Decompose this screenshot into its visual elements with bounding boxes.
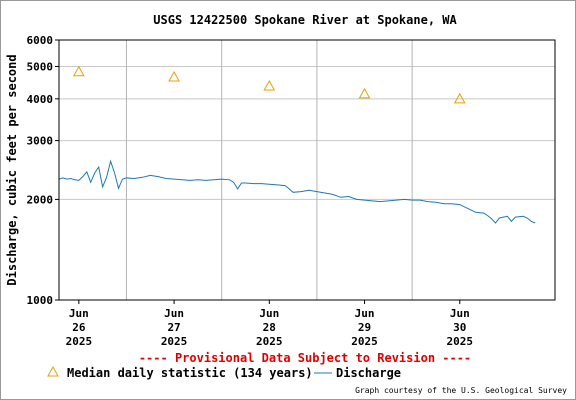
y-axis-label: Discharge, cubic feet per second — [5, 54, 19, 285]
legend: Median daily statistic (134 years) Disch… — [47, 365, 401, 380]
usgs-credit: Graph courtesy of the U.S. Geological Su… — [355, 386, 567, 395]
xtick-label: 27 — [167, 321, 180, 334]
xtick-label: 30 — [453, 321, 466, 334]
ytick-label: 2000 — [27, 193, 54, 206]
xtick-label: Jun — [355, 307, 375, 320]
median-triangle-marker — [453, 92, 466, 104]
xtick-label: 2025 — [447, 335, 474, 348]
median-series-markers — [72, 65, 466, 104]
ytick-label: 6000 — [27, 34, 54, 47]
plot-area — [59, 40, 555, 300]
legend-median-label: Median daily statistic (134 years) — [67, 366, 313, 380]
xtick-label: 2025 — [351, 335, 378, 348]
xtick-label: Jun — [450, 307, 470, 320]
xtick-label: 2025 — [161, 335, 188, 348]
legend-discharge-label: Discharge — [336, 366, 401, 380]
median-triangle-marker — [168, 70, 180, 82]
ytick-label: 4000 — [27, 93, 54, 106]
xtick-label: 26 — [72, 321, 86, 334]
ytick-label: 3000 — [27, 135, 54, 148]
y-axis-ticks: 1000 2000 3000 4000 5000 6000 — [27, 34, 59, 307]
xtick-label: 2025 — [66, 335, 93, 348]
chart-title: USGS 12422500 Spokane River at Spokane, … — [153, 13, 457, 27]
ytick-label: 5000 — [27, 60, 54, 73]
grid — [59, 40, 555, 300]
xtick-label: 2025 — [256, 335, 283, 348]
xtick-label: Jun — [259, 307, 279, 320]
xtick-label: 29 — [358, 321, 371, 334]
xtick-label: Jun — [164, 307, 184, 320]
xtick-label: 28 — [263, 321, 276, 334]
median-triangle-marker — [72, 65, 85, 77]
ytick-label: 1000 — [27, 294, 54, 307]
xtick-label: Jun — [69, 307, 89, 320]
plot-border — [58, 39, 556, 301]
median-triangle-marker — [263, 79, 276, 91]
discharge-series-line — [58, 159, 536, 224]
median-triangle-marker — [358, 87, 371, 99]
x-axis-ticks: Jun262025Jun272025Jun282025Jun292025Jun3… — [66, 300, 473, 348]
provisional-notice: ---- Provisional Data Subject to Revisio… — [139, 351, 471, 365]
legend-median-triangle-icon — [47, 365, 59, 377]
